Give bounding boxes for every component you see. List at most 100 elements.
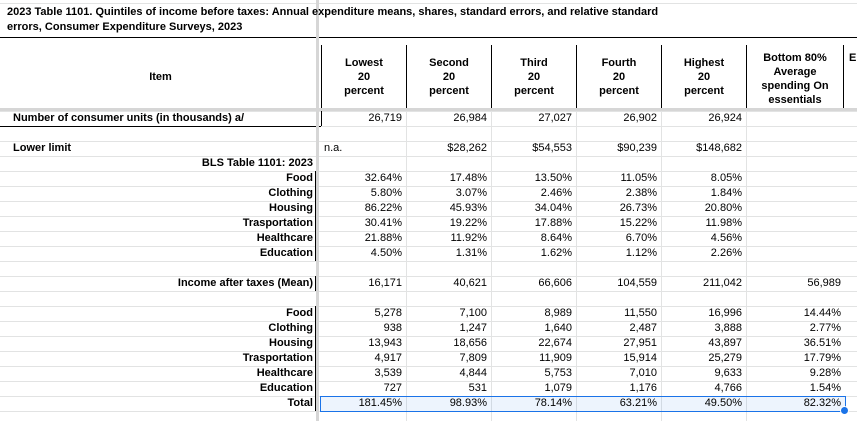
spend-transportation-third[interactable]: 11,909 (539, 352, 572, 364)
share-housing-highest[interactable]: 20.80% (704, 202, 742, 214)
share-food-fourth[interactable]: 11.05% (620, 172, 658, 184)
spend-transportation-lowest[interactable]: 4,917 (374, 352, 402, 364)
lower-limit-lowest[interactable]: n.a. (324, 142, 343, 154)
share-housing-third[interactable]: 34.04% (534, 202, 572, 214)
income-after-taxes-lowest[interactable]: 16,171 (368, 277, 402, 289)
share-label-education[interactable]: Education (259, 247, 313, 259)
share-clothing-lowest[interactable]: 5.80% (370, 187, 402, 199)
spend-food-second[interactable]: 7,100 (459, 307, 487, 319)
share-label-transportation[interactable]: Trasportation (242, 217, 313, 229)
spend-transportation-bottom-80[interactable]: 17.79% (803, 352, 841, 364)
total-lowest[interactable]: 181.45% (358, 397, 402, 409)
spend-healthcare-bottom-80[interactable]: 9.28% (809, 367, 841, 379)
share-healthcare-third[interactable]: 8.64% (540, 232, 572, 244)
frozen-row-divider[interactable] (0, 108, 857, 111)
spend-clothing-third[interactable]: 1,640 (544, 322, 572, 334)
spend-healthcare-second[interactable]: 4,844 (459, 367, 487, 379)
income-after-taxes-fourth[interactable]: 104,559 (617, 277, 657, 289)
share-education-third[interactable]: 1.62% (540, 247, 572, 259)
fill-handle[interactable] (840, 406, 849, 415)
share-transportation-lowest[interactable]: 30.41% (364, 217, 402, 229)
bls-table-label[interactable]: BLS Table 1101: 2023 (201, 157, 313, 169)
share-healthcare-highest[interactable]: 4.56% (710, 232, 742, 244)
share-label-food[interactable]: Food (286, 172, 313, 184)
income-after-taxes-bottom-80[interactable]: 56,989 (807, 277, 841, 289)
frozen-column-divider[interactable] (316, 0, 319, 421)
income-after-taxes-label[interactable]: Income after taxes (Mean) (177, 277, 313, 289)
spend-education-fourth[interactable]: 1,176 (629, 382, 657, 394)
share-education-fourth[interactable]: 1.12% (625, 247, 657, 259)
spend-label-housing[interactable]: Housing (269, 337, 313, 349)
spend-education-second[interactable]: 531 (468, 382, 487, 394)
spend-clothing-lowest[interactable]: 938 (383, 322, 402, 334)
total-label[interactable]: Total (287, 397, 313, 409)
consumer-units-second[interactable]: 26,984 (453, 112, 487, 124)
spend-transportation-fourth[interactable]: 15,914 (623, 352, 657, 364)
income-after-taxes-highest[interactable]: 211,042 (703, 277, 742, 289)
share-label-housing[interactable]: Housing (269, 202, 313, 214)
spend-transportation-highest[interactable]: 25,279 (708, 352, 742, 364)
share-food-highest[interactable]: 8.05% (710, 172, 742, 184)
lower-limit-third[interactable]: $54,553 (532, 142, 572, 154)
consumer-units-highest[interactable]: 26,924 (708, 112, 742, 124)
lower-limit-second[interactable]: $28,262 (447, 142, 487, 154)
spend-education-highest[interactable]: 4,766 (714, 382, 742, 394)
selected-range[interactable] (320, 396, 846, 412)
header-partial-column[interactable]: E (849, 52, 857, 64)
share-education-second[interactable]: 1.31% (455, 247, 487, 259)
consumer-units-fourth[interactable]: 26,902 (623, 112, 657, 124)
income-after-taxes-third[interactable]: 66,606 (538, 277, 572, 289)
share-transportation-third[interactable]: 17.88% (534, 217, 572, 229)
spend-label-clothing[interactable]: Clothing (268, 322, 313, 334)
share-housing-fourth[interactable]: 26.73% (619, 202, 657, 214)
share-food-third[interactable]: 13.50% (534, 172, 572, 184)
lower-limit-highest[interactable]: $148,682 (696, 142, 742, 154)
spend-label-transportation[interactable]: Trasportation (242, 352, 313, 364)
share-housing-second[interactable]: 45.93% (449, 202, 487, 214)
income-after-taxes-second[interactable]: 40,621 (453, 277, 487, 289)
header-bottom-80[interactable]: Bottom 80% Average spending On essential… (747, 51, 843, 107)
share-housing-lowest[interactable]: 86.22% (364, 202, 402, 214)
share-label-healthcare[interactable]: Healthcare (256, 232, 313, 244)
lower-limit-fourth[interactable]: $90,239 (617, 142, 657, 154)
spend-healthcare-highest[interactable]: 9,633 (714, 367, 742, 379)
header-highest[interactable]: Highest 20 percent (662, 56, 746, 98)
header-item[interactable]: Item (149, 71, 172, 83)
share-clothing-highest[interactable]: 1.84% (710, 187, 742, 199)
spend-label-healthcare[interactable]: Healthcare (256, 367, 313, 379)
share-transportation-highest[interactable]: 11.98% (705, 217, 743, 229)
total-fourth[interactable]: 63.21% (619, 397, 657, 409)
spend-clothing-highest[interactable]: 3,888 (714, 322, 742, 334)
lower-limit-label[interactable]: Lower limit (13, 142, 72, 154)
share-clothing-fourth[interactable]: 2.38% (625, 187, 657, 199)
total-second[interactable]: 98.93% (449, 397, 487, 409)
spend-label-food[interactable]: Food (286, 307, 313, 319)
share-clothing-second[interactable]: 3.07% (455, 187, 487, 199)
share-food-second[interactable]: 17.48% (449, 172, 487, 184)
total-highest[interactable]: 49.50% (704, 397, 742, 409)
spend-education-bottom-80[interactable]: 1.54% (809, 382, 841, 394)
share-education-lowest[interactable]: 4.50% (370, 247, 402, 259)
spend-label-education[interactable]: Education (259, 382, 313, 394)
spend-housing-third[interactable]: 22,674 (538, 337, 572, 349)
share-education-highest[interactable]: 2.26% (710, 247, 742, 259)
spend-healthcare-lowest[interactable]: 3,539 (374, 367, 402, 379)
share-food-lowest[interactable]: 32.64% (364, 172, 402, 184)
spend-transportation-second[interactable]: 7,809 (459, 352, 487, 364)
consumer-units-third[interactable]: 27,027 (538, 112, 572, 124)
spend-food-highest[interactable]: 16,996 (708, 307, 742, 319)
share-healthcare-lowest[interactable]: 21.88% (364, 232, 402, 244)
spend-food-third[interactable]: 8,989 (544, 307, 572, 319)
spend-education-lowest[interactable]: 727 (383, 382, 402, 394)
spend-housing-highest[interactable]: 43,897 (708, 337, 742, 349)
spend-healthcare-third[interactable]: 5,753 (544, 367, 572, 379)
share-healthcare-second[interactable]: 11.92% (450, 232, 488, 244)
spend-food-bottom-80[interactable]: 14.44% (803, 307, 841, 319)
spend-clothing-second[interactable]: 1,247 (459, 322, 487, 334)
header-second[interactable]: Second 20 percent (407, 56, 491, 98)
consumer-units-lowest[interactable]: 26,719 (368, 112, 402, 124)
header-fourth[interactable]: Fourth 20 percent (577, 56, 661, 98)
spend-housing-bottom-80[interactable]: 36.51% (803, 337, 841, 349)
spend-healthcare-fourth[interactable]: 7,010 (629, 367, 657, 379)
spend-housing-fourth[interactable]: 27,951 (623, 337, 657, 349)
